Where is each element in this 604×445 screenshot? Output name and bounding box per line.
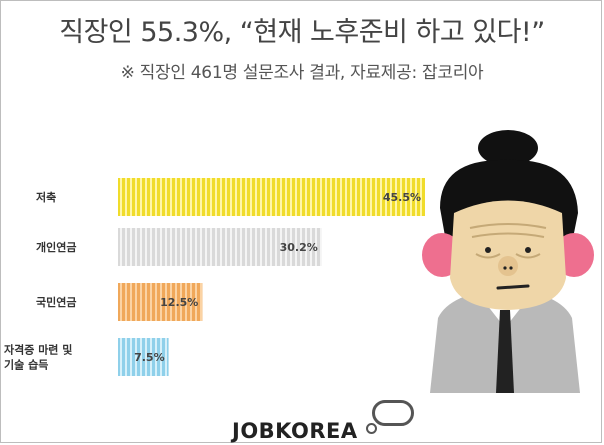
bar-value-label: 45.5% [383,191,421,204]
speech-bubble-tail-icon [366,423,377,434]
hair-bun [478,130,538,166]
category-label: 저축 [36,190,56,204]
category-label: 기술 습득 [4,358,48,372]
eye-left [485,247,491,253]
bar-2 [118,283,203,321]
mouth [496,284,530,290]
chart-subtitle: ※ 직장인 461명 설문조사 결과, 자료제공: 잡코리아 [120,63,484,83]
bar-1 [118,228,322,266]
necktie [496,310,514,393]
eye-right [525,247,531,253]
nose [498,256,518,276]
category-label: 자격증 마련 및 [4,343,72,357]
speech-bubble-icon [372,400,414,426]
bar-value-label: 12.5% [160,296,198,309]
jobkorea-logo: JOBKOREA [232,419,358,443]
bar-value-label: 7.5% [134,351,165,364]
bar-0 [118,178,425,216]
face [450,200,566,310]
bar-3 [118,338,169,376]
bar-value-label: 30.2% [280,241,318,254]
category-label: 개인연금 [36,240,76,254]
category-label: 국민연금 [36,295,76,309]
businessman-character-illustration [422,130,594,393]
chart-title: 직장인 55.3%, “현재 노후준비 하고 있다!” [59,17,545,48]
